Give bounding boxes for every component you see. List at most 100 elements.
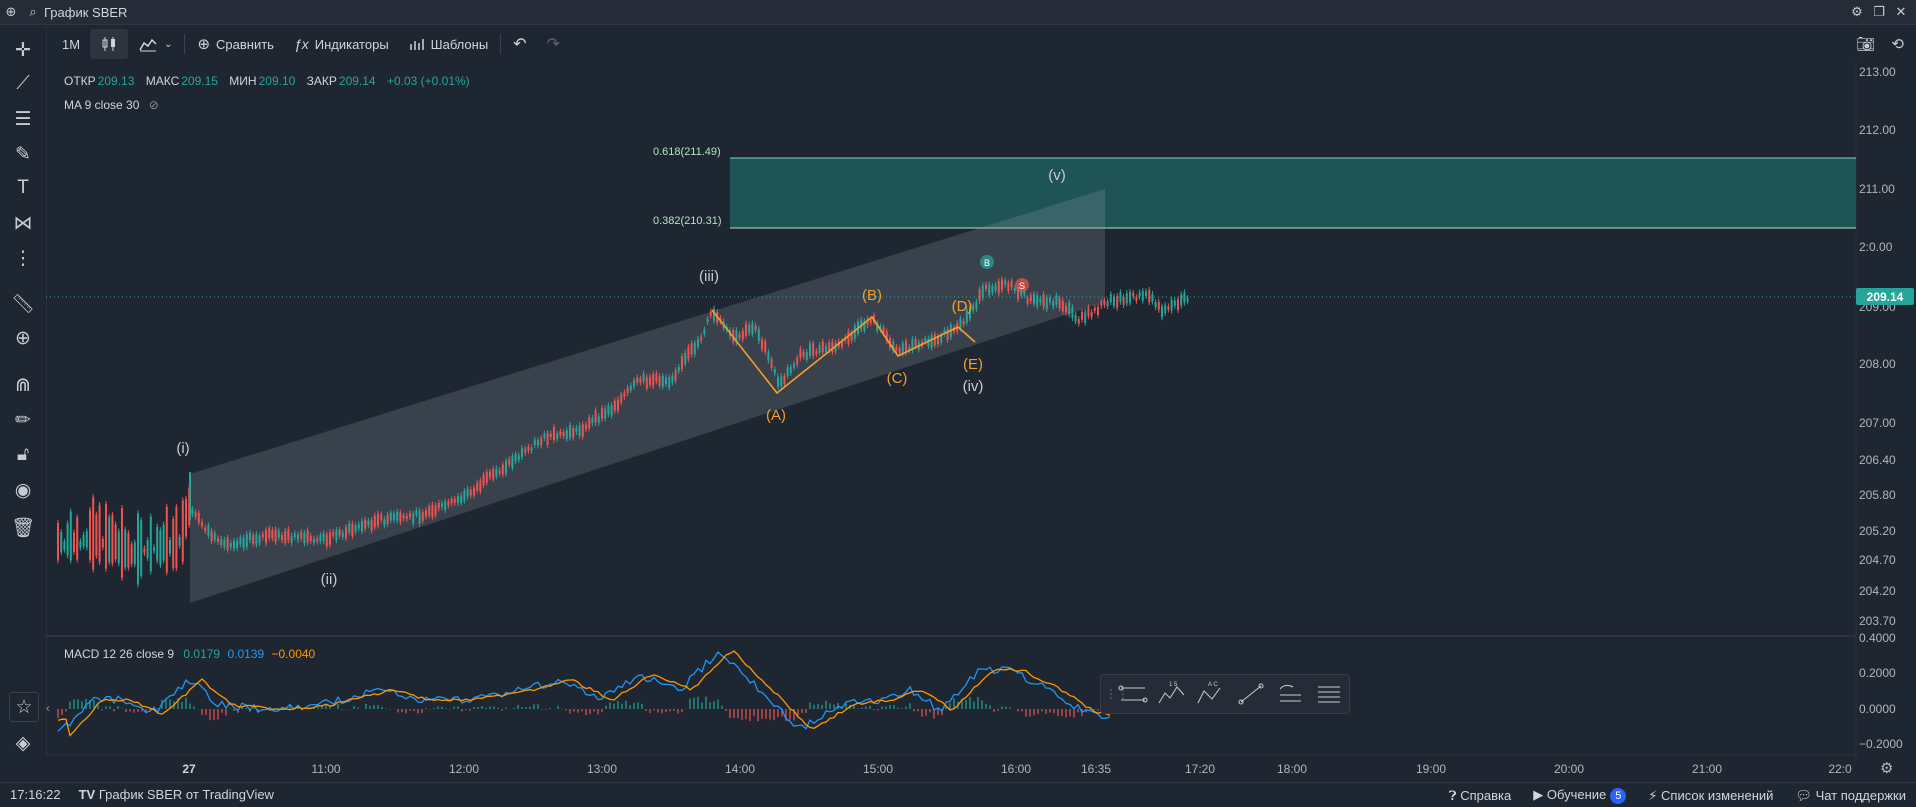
eye-icon[interactable]: ◉ [14, 479, 32, 501]
publish-icon[interactable]: ⟲ [1891, 36, 1904, 53]
collapse-arrow-icon[interactable]: ‹ [46, 701, 50, 715]
candle-body [153, 547, 155, 551]
candle-body [300, 532, 303, 539]
prediction-icon[interactable]: ⋮ [13, 247, 33, 269]
indicators-button[interactable]: ƒx Индикаторы [293, 36, 389, 52]
templates-button[interactable]: Шаблоны [399, 29, 499, 59]
candle-body [370, 520, 373, 531]
support-chat-link[interactable]: 💬︎ Чат поддержки [1795, 787, 1906, 803]
help-link[interactable]: ❓︎ Справка [1448, 787, 1512, 803]
candle-body [764, 341, 767, 352]
zoom-in-icon[interactable]: ⊕ [15, 327, 31, 349]
app-menu-icon[interactable]: ⊕ [5, 4, 17, 19]
elliott-wave-icon[interactable] [1116, 679, 1150, 709]
compare-button[interactable]: ⊕ Сравнить [197, 36, 274, 53]
candle-body [82, 534, 85, 547]
candle-body [1052, 301, 1055, 307]
candle-body [546, 433, 549, 445]
trash-icon[interactable]: 🗑︎ [10, 518, 36, 539]
star-icon[interactable]: ☆ [9, 692, 39, 722]
changelog-link[interactable]: ⚡︎ Список изменений [1648, 787, 1774, 803]
wave-label-C: (C) [886, 370, 908, 387]
candle-body [533, 439, 536, 446]
undo-button[interactable]: ↶ [503, 29, 536, 59]
more-settings-icon[interactable] [1312, 679, 1346, 709]
drag-handle-icon[interactable]: ⋮⋮ [1105, 687, 1129, 701]
candle-body [748, 324, 751, 333]
search-icon[interactable]: ⌕ [29, 4, 37, 19]
price-chart[interactable]: B S [0, 0, 1916, 782]
candle-body [607, 405, 610, 415]
candle-body [793, 363, 795, 368]
price-tick: 205.20 [1859, 524, 1896, 538]
candle-body [1097, 306, 1099, 315]
close-icon[interactable]: ✕ [1895, 4, 1907, 19]
svg-text:A C: A C [1208, 682, 1218, 688]
candle-body [841, 341, 843, 347]
crosshair-icon[interactable]: ✛ [15, 39, 31, 61]
hidden-eye-icon[interactable]: ⊘ [148, 98, 159, 112]
price-tick: 204.20 [1859, 584, 1896, 598]
text-icon[interactable]: T [17, 177, 29, 198]
candle-body [780, 376, 783, 386]
candle-body [194, 512, 197, 517]
candle-body [629, 385, 632, 391]
lock-drawing-icon[interactable]: ✏ [15, 409, 31, 431]
candle-body [914, 339, 917, 347]
pattern-icon[interactable]: ⋈ [13, 212, 33, 234]
line-tool-icon[interactable] [1234, 679, 1268, 709]
candle-body [367, 520, 370, 526]
candle-body [1122, 297, 1125, 305]
candle-body [617, 399, 619, 411]
magnet-icon[interactable]: ⋒ [15, 374, 31, 396]
correction-wave-icon[interactable]: A C [1194, 679, 1228, 709]
candle-body [1045, 297, 1048, 310]
restore-icon[interactable]: ❐ [1873, 4, 1885, 19]
layers-icon[interactable]: ◈ [15, 732, 31, 754]
candle-body [713, 308, 715, 321]
candle-body [985, 284, 987, 289]
candle-body [866, 318, 869, 326]
candle-body [623, 392, 626, 398]
candle-body [709, 311, 712, 316]
brush-icon[interactable]: ✎ [15, 143, 31, 165]
plus-circle-icon: ⊕ [197, 36, 211, 53]
candle-body [517, 455, 520, 461]
candle-body [143, 548, 146, 553]
wave-label-iv: (iv) [962, 378, 984, 395]
settings-icon[interactable]: ⚙ [1851, 4, 1863, 19]
lock-icon[interactable]: 🔓︎ [16, 444, 30, 465]
camera-icon[interactable]: 📷︎ [1856, 36, 1876, 53]
candle-body [991, 286, 994, 293]
ma-legend[interactable]: MA 9 close 30 ⊘ [64, 98, 159, 112]
fib-retracement-icon[interactable]: ☰ [14, 108, 32, 130]
time-tick: 13:00 [586, 762, 618, 776]
trend-line-icon[interactable]: ⟋ [16, 73, 30, 94]
ruler-icon[interactable]: 📏︎ [10, 294, 36, 315]
brand-link[interactable]: TV График SBER от TradingView [78, 787, 274, 802]
candle-body [834, 342, 837, 352]
candle-body [1138, 292, 1141, 297]
learning-link[interactable]: ▶ Обучение 5 [1533, 787, 1627, 804]
line-style-icon[interactable] [1273, 679, 1307, 709]
candle-body [700, 336, 703, 341]
candle-body [284, 531, 287, 544]
price-tick: 208.00 [1859, 357, 1896, 371]
candle-body [418, 510, 421, 524]
macd-legend[interactable]: MACD 12 26 close 9 0.0179 0.0139 −0.0040 [64, 647, 316, 661]
candle-body [1017, 287, 1019, 300]
redo-button[interactable]: ↷ [537, 29, 570, 59]
candles-style-button[interactable] [90, 29, 129, 59]
question-icon: ❓︎ [1448, 787, 1457, 803]
candle-body [636, 377, 639, 383]
candle-body [1087, 307, 1090, 317]
candle-body [393, 513, 395, 520]
chart-type-button[interactable]: ⌄ [128, 29, 182, 59]
impulse-wave-icon[interactable]: 1 5 [1155, 679, 1189, 709]
candle-body [652, 374, 655, 387]
candle-body [981, 285, 984, 298]
candle-body [789, 367, 792, 373]
templates-icon [409, 39, 424, 50]
interval-button[interactable]: 1M [62, 36, 81, 52]
axis-settings-icon[interactable]: ⚙ [1880, 760, 1894, 777]
